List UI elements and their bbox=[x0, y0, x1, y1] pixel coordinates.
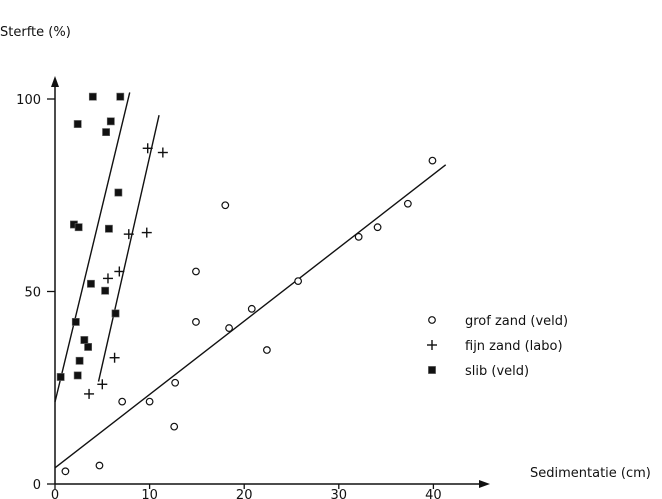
grof-zand-veld-legend-marker bbox=[428, 316, 436, 324]
x-axis-arrow bbox=[479, 480, 490, 488]
grof-zand-veld-point-10 bbox=[225, 324, 233, 332]
slib-veld-point-7 bbox=[75, 356, 84, 365]
grof-zand-veld-point-13 bbox=[294, 277, 303, 286]
grof-zand-veld-point-5 bbox=[170, 422, 179, 431]
x-tick-label-0: 0 bbox=[51, 488, 59, 499]
slib-veld-legend-label: slib (veld) bbox=[465, 364, 529, 379]
x-tick-label-30: 30 bbox=[331, 488, 348, 499]
grof-zand-veld-point-9 bbox=[221, 201, 230, 210]
fijn-zand-labo-point-8 bbox=[142, 143, 153, 154]
slib-veld-legend-marker bbox=[428, 366, 436, 374]
tick-layer: 0 50 100 0 10 20 30 40 bbox=[16, 93, 442, 499]
slib-veld-point-15 bbox=[106, 117, 115, 126]
grof-zand-veld-point-3 bbox=[118, 397, 127, 406]
slib-veld-point-13 bbox=[102, 128, 110, 137]
grof-zand-veld-point-7 bbox=[192, 318, 200, 326]
slib-veld-point-18 bbox=[116, 92, 125, 101]
grof-zand-veld-point-2 bbox=[95, 461, 104, 470]
slib-veld-point-16 bbox=[111, 309, 120, 318]
slib-veld-point-9 bbox=[84, 343, 93, 351]
slib-veld-point-12 bbox=[101, 286, 110, 295]
grof-zand-veld-point-6 bbox=[171, 378, 180, 387]
y-tick-label-100: 100 bbox=[16, 93, 41, 108]
y-axis-arrow bbox=[51, 76, 59, 87]
grof-zand-veld-point-11 bbox=[247, 304, 256, 313]
fijn-zand-labo-point-3 bbox=[102, 273, 113, 284]
slib-veld-point-1 bbox=[56, 373, 65, 381]
y-axis-title: Sterfte (%) bbox=[0, 25, 71, 40]
grof-zand-veld-point-15 bbox=[373, 223, 382, 232]
grof-zand-veld-point-12 bbox=[263, 346, 271, 354]
fijn-zand-labo-point-7 bbox=[141, 227, 152, 238]
slib-veld-point-8 bbox=[80, 336, 89, 344]
slib-veld-point-11 bbox=[88, 92, 97, 101]
slib-veld-trend-line bbox=[54, 92, 131, 403]
grof-zand-veld-trend-line bbox=[54, 164, 447, 469]
slib-veld-point-5 bbox=[73, 120, 82, 128]
fijn-zand-labo-legend-marker bbox=[427, 340, 437, 350]
x-tick-label-40: 40 bbox=[425, 488, 442, 499]
slib-veld-point-14 bbox=[105, 224, 113, 233]
x-tick-label-20: 20 bbox=[236, 488, 253, 499]
grof-zand-veld-point-14 bbox=[354, 232, 363, 241]
grof-zand-veld-legend-label: grof zand (veld) bbox=[465, 314, 568, 329]
x-axis-title: Sedimentatie (cm) bbox=[530, 466, 651, 481]
y-tick-label-50: 50 bbox=[24, 286, 41, 301]
data-point-layer bbox=[56, 92, 437, 476]
grof-zand-veld-point-4 bbox=[145, 397, 154, 406]
fijn-zand-labo-point-1 bbox=[84, 388, 95, 399]
grof-zand-veld-point-16 bbox=[403, 199, 412, 208]
fijn-zand-labo-point-9 bbox=[157, 147, 168, 158]
legend: grof zand (veld) fijn zand (labo) slib (ve… bbox=[427, 314, 568, 379]
fijn-zand-labo-trend-line bbox=[97, 115, 160, 382]
fijn-zand-labo-legend-label: fijn zand (labo) bbox=[465, 339, 563, 354]
grof-zand-veld-point-17 bbox=[428, 156, 437, 165]
fijn-zand-labo-point-6 bbox=[123, 229, 134, 240]
grof-zand-veld-point-8 bbox=[192, 267, 200, 276]
slib-veld-point-6 bbox=[74, 223, 83, 232]
y-tick-label-0: 0 bbox=[33, 478, 41, 493]
trend-line-layer bbox=[54, 92, 447, 469]
grof-zand-veld-point-1 bbox=[61, 467, 70, 476]
x-tick-label-10: 10 bbox=[141, 488, 158, 499]
slib-veld-point-3 bbox=[71, 318, 80, 326]
slib-veld-point-4 bbox=[73, 371, 82, 380]
slib-veld-point-17 bbox=[114, 188, 123, 197]
fijn-zand-labo-point-2 bbox=[97, 379, 108, 390]
fijn-zand-labo-point-5 bbox=[114, 266, 125, 277]
fijn-zand-labo-point-4 bbox=[109, 352, 120, 363]
slib-veld-point-10 bbox=[87, 279, 95, 288]
